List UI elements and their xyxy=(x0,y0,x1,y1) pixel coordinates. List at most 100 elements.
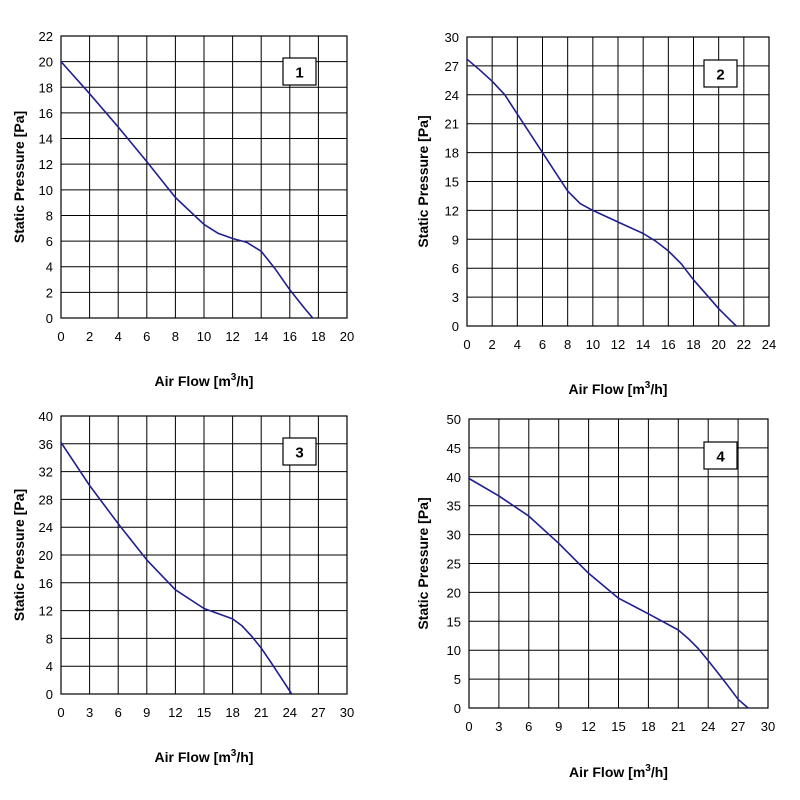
y-tick-label: 10 xyxy=(39,183,53,198)
x-tick-label: 6 xyxy=(143,329,150,344)
y-tick-label: 20 xyxy=(39,55,53,70)
series-line xyxy=(468,477,749,709)
chart-number-badge: 1 xyxy=(282,57,317,86)
y-tick-label: 18 xyxy=(445,146,459,161)
x-tick-label: 16 xyxy=(283,329,297,344)
y-tick-label: 36 xyxy=(39,437,53,452)
x-tick-label: 6 xyxy=(539,337,546,352)
y-tick-label: 12 xyxy=(445,203,459,218)
series-line xyxy=(60,441,293,695)
y-tick-label: 15 xyxy=(447,614,461,629)
x-tick-label: 9 xyxy=(143,705,150,720)
y-tick-label: 4 xyxy=(46,260,53,275)
y-tick-label: 21 xyxy=(445,117,459,132)
x-tick-label: 14 xyxy=(254,329,268,344)
y-tick-label: 3 xyxy=(452,290,459,305)
y-tick-label: 8 xyxy=(46,208,53,223)
y-tick-label: 12 xyxy=(39,157,53,172)
x-tick-label: 10 xyxy=(586,337,600,352)
x-tick-label: 21 xyxy=(254,705,268,720)
y-tick-label: 14 xyxy=(39,132,53,147)
x-tick-label: 6 xyxy=(525,719,532,734)
y-axis-title: Static Pressure [Pa] xyxy=(11,489,27,621)
y-tick-label: 15 xyxy=(445,175,459,190)
x-tick-label: 21 xyxy=(671,719,685,734)
x-axis-title: Air Flow [m3/h] xyxy=(155,372,254,389)
x-tick-label: 12 xyxy=(225,329,239,344)
x-tick-label: 18 xyxy=(641,719,655,734)
x-tick-label: 30 xyxy=(761,719,775,734)
plot-area xyxy=(60,415,348,695)
x-tick-label: 4 xyxy=(514,337,521,352)
x-tick-label: 24 xyxy=(701,719,715,734)
x-tick-label: 14 xyxy=(636,337,650,352)
x-tick-label: 0 xyxy=(463,337,470,352)
x-tick-label: 16 xyxy=(661,337,675,352)
chart-number-badge: 2 xyxy=(703,59,738,88)
y-tick-label: 0 xyxy=(454,701,461,716)
y-tick-label: 8 xyxy=(46,631,53,646)
x-tick-label: 27 xyxy=(311,705,325,720)
x-tick-label: 3 xyxy=(495,719,502,734)
x-tick-label: 0 xyxy=(57,329,64,344)
x-tick-label: 8 xyxy=(564,337,571,352)
y-tick-label: 30 xyxy=(445,30,459,45)
x-tick-label: 12 xyxy=(581,719,595,734)
x-tick-label: 20 xyxy=(711,337,725,352)
badge-box xyxy=(282,57,317,86)
badge-label: 4 xyxy=(716,449,725,466)
x-tick-label: 4 xyxy=(115,329,122,344)
series-line xyxy=(60,60,314,319)
x-tick-label: 2 xyxy=(86,329,93,344)
badge-box xyxy=(703,59,738,88)
y-tick-label: 5 xyxy=(454,672,461,687)
y-tick-label: 27 xyxy=(445,59,459,74)
y-tick-label: 45 xyxy=(447,441,461,456)
chart-1: 0 2 4 6 8 10 12 14 16 18 20 22 0 2 4 6 8 10 12 14 16 18 20 1 Air… xyxy=(11,29,354,389)
y-tick-label: 12 xyxy=(39,604,53,619)
x-axis-title: Air Flow [m3/h] xyxy=(569,380,668,397)
y-tick-label: 35 xyxy=(447,499,461,514)
y-tick-label: 16 xyxy=(39,106,53,121)
x-tick-label: 18 xyxy=(311,329,325,344)
chart-number-badge: 3 xyxy=(282,437,317,466)
x-tick-label: 15 xyxy=(197,705,211,720)
chart-number-badge: 4 xyxy=(703,441,738,470)
y-tick-label: 20 xyxy=(39,548,53,563)
y-tick-label: 0 xyxy=(452,319,459,334)
y-axis-title: Static Pressure [Pa] xyxy=(415,497,431,629)
y-tick-label: 6 xyxy=(46,234,53,249)
chart-4: 0 5 10 15 20 25 30 35 40 45 50 0 3 6 9 12 15 18 21 24 27 30 4 A… xyxy=(415,412,775,780)
y-tick-label: 20 xyxy=(447,585,461,600)
y-tick-label: 22 xyxy=(39,29,53,44)
x-tick-label: 30 xyxy=(340,705,354,720)
y-tick-label: 9 xyxy=(452,232,459,247)
y-axis-title: Static Pressure [Pa] xyxy=(11,111,27,243)
y-tick-label: 0 xyxy=(46,311,53,326)
x-tick-label: 18 xyxy=(686,337,700,352)
badge-label: 3 xyxy=(295,445,303,462)
y-tick-label: 40 xyxy=(39,409,53,424)
x-axis-title: Air Flow [m3/h] xyxy=(569,763,668,780)
x-tick-label: 0 xyxy=(465,719,472,734)
y-tick-label: 25 xyxy=(447,557,461,572)
x-tick-label: 18 xyxy=(225,705,239,720)
y-tick-label: 10 xyxy=(447,643,461,658)
x-tick-label: 27 xyxy=(731,719,745,734)
plot-area xyxy=(468,418,769,709)
x-tick-label: 12 xyxy=(168,705,182,720)
x-tick-label: 24 xyxy=(283,705,297,720)
x-tick-label: 15 xyxy=(611,719,625,734)
y-tick-label: 24 xyxy=(39,520,53,535)
x-tick-label: 24 xyxy=(762,337,776,352)
y-tick-label: 24 xyxy=(445,88,459,103)
x-axis-title: Air Flow [m3/h] xyxy=(155,748,254,765)
badge-label: 1 xyxy=(295,65,303,82)
y-tick-label: 4 xyxy=(46,659,53,674)
y-tick-label: 2 xyxy=(46,285,53,300)
x-tick-label: 0 xyxy=(57,705,64,720)
x-tick-label: 6 xyxy=(115,705,122,720)
